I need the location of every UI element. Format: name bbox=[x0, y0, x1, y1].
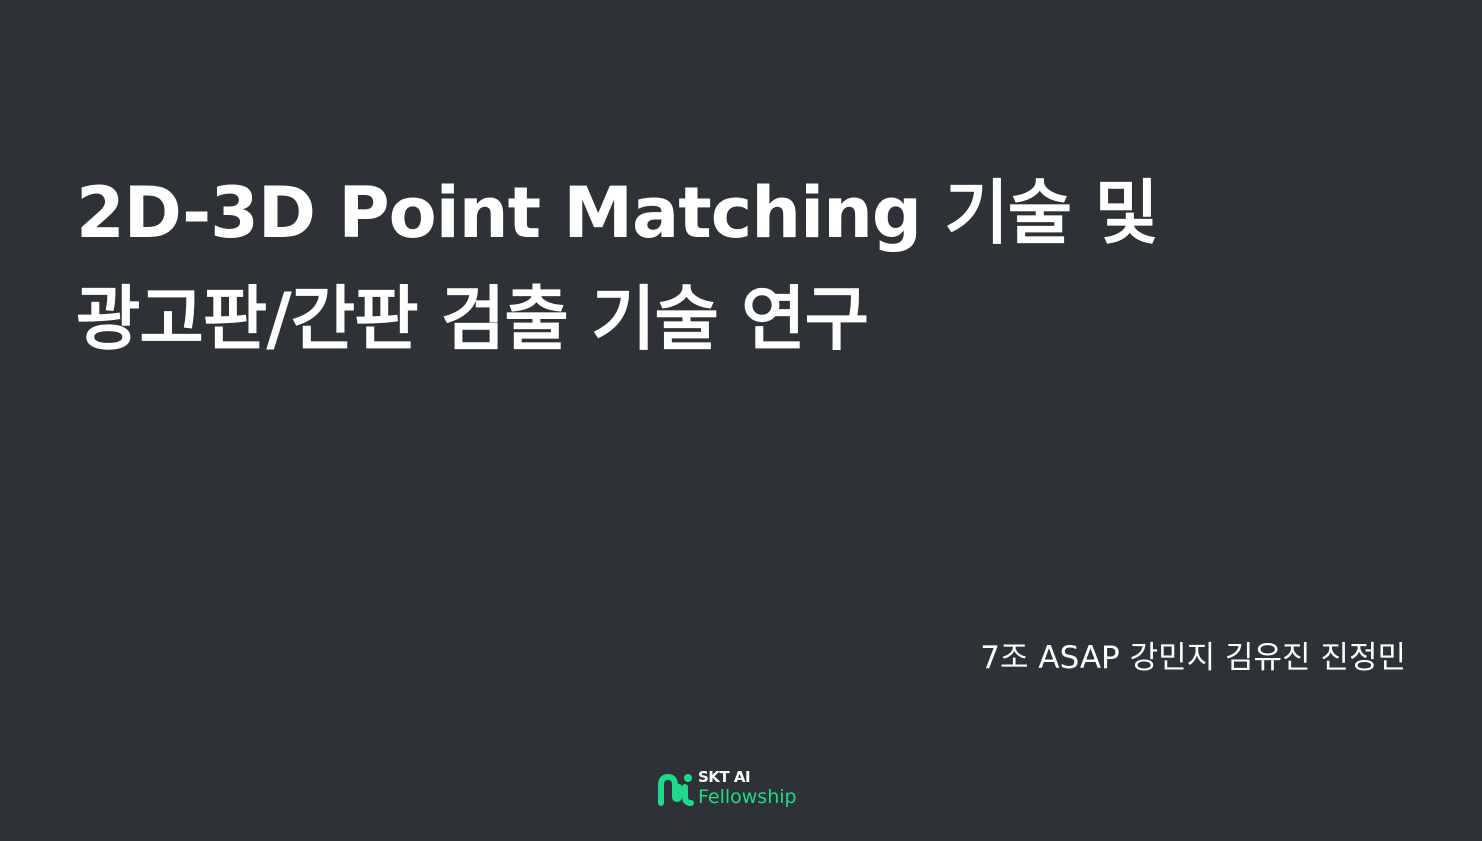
logo-brand: SKT AI bbox=[698, 768, 751, 786]
logo-text: SKT AI Fellowship bbox=[698, 768, 797, 808]
team-authors: 7조 ASAP 강민지 김유진 진정민 bbox=[980, 640, 1406, 676]
slide-title-line-2: 광고판/간판 검출 기술 연구 bbox=[76, 278, 869, 360]
skt-ai-fellowship-logo: SKT AI Fellowship bbox=[657, 766, 797, 812]
slide-title: 2D-3D Point Matching 기술 및 광고판/간판 검출 기술 연… bbox=[76, 160, 1159, 372]
logo-program: Fellowship bbox=[698, 786, 797, 808]
slide-title-line-1: 2D-3D Point Matching 기술 및 bbox=[76, 172, 1159, 254]
skt-ai-fellowship-mark-icon bbox=[658, 774, 694, 806]
